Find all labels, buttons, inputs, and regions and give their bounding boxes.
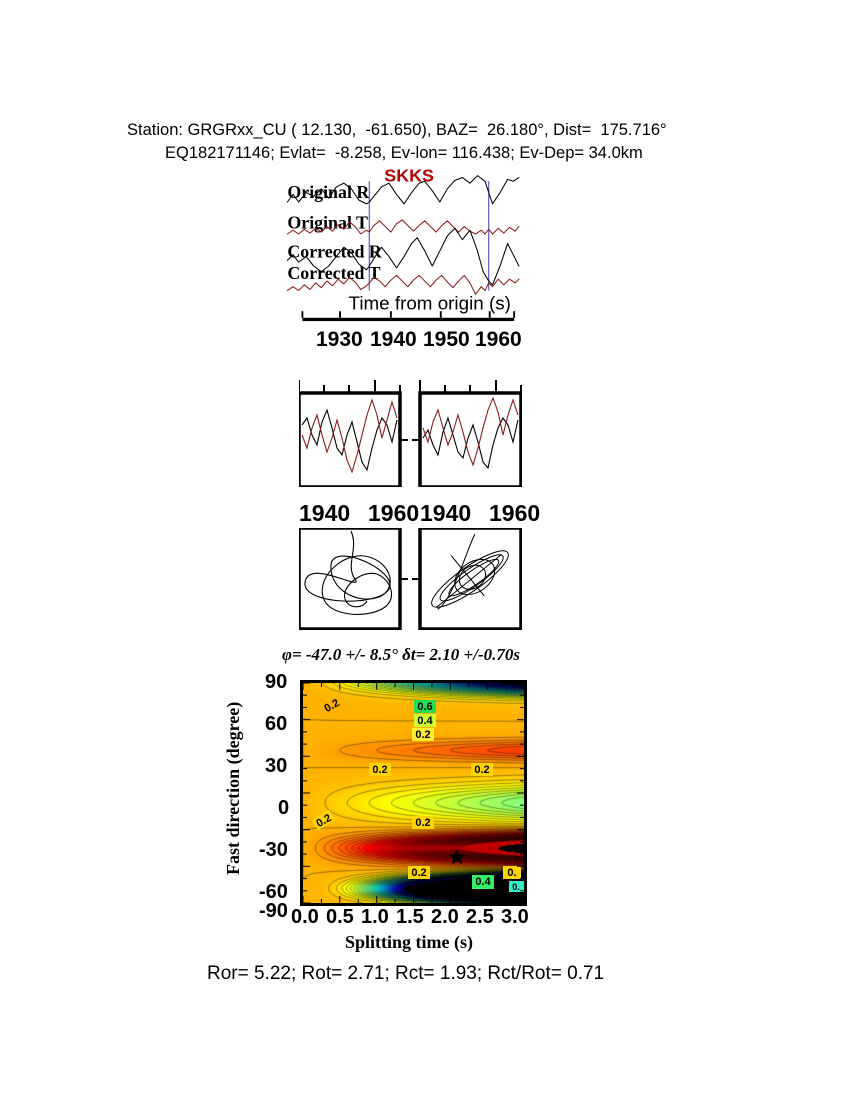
svg-text:Corrected T: Corrected T	[287, 263, 380, 283]
svg-text:Time from origin (s): Time from origin (s)	[349, 292, 511, 313]
svg-text:SKKS: SKKS	[384, 165, 434, 185]
svg-text:Original T: Original T	[287, 212, 368, 232]
